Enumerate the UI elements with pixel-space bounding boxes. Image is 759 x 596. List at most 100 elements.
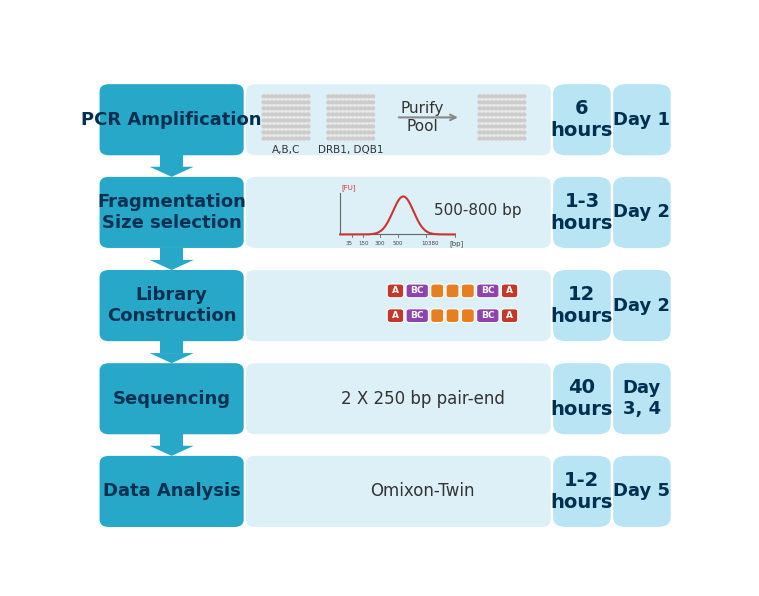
Circle shape xyxy=(335,131,339,134)
Circle shape xyxy=(347,125,351,128)
Text: Sequencing: Sequencing xyxy=(112,390,231,408)
Circle shape xyxy=(490,119,493,122)
Text: BC: BC xyxy=(481,311,495,320)
Circle shape xyxy=(343,131,347,134)
Circle shape xyxy=(502,95,505,98)
Circle shape xyxy=(339,125,342,128)
Circle shape xyxy=(331,95,335,98)
Circle shape xyxy=(486,137,490,140)
FancyBboxPatch shape xyxy=(431,309,444,322)
Circle shape xyxy=(494,137,498,140)
Circle shape xyxy=(335,113,339,116)
FancyBboxPatch shape xyxy=(446,309,459,322)
Circle shape xyxy=(335,101,339,104)
Text: Day 2: Day 2 xyxy=(613,297,670,315)
Circle shape xyxy=(502,131,505,134)
Circle shape xyxy=(327,107,330,110)
Text: 1-2
hours: 1-2 hours xyxy=(551,471,613,512)
Polygon shape xyxy=(160,156,183,167)
Circle shape xyxy=(498,125,502,128)
FancyBboxPatch shape xyxy=(99,84,244,156)
Circle shape xyxy=(359,137,363,140)
Circle shape xyxy=(515,107,518,110)
Circle shape xyxy=(490,95,493,98)
Circle shape xyxy=(279,125,282,128)
Circle shape xyxy=(282,113,286,116)
Circle shape xyxy=(307,137,310,140)
Text: Fragmentation
Size selection: Fragmentation Size selection xyxy=(97,193,246,232)
Circle shape xyxy=(262,107,266,110)
Circle shape xyxy=(262,119,266,122)
Circle shape xyxy=(282,131,286,134)
FancyBboxPatch shape xyxy=(99,363,244,434)
Text: DRB1, DQB1: DRB1, DQB1 xyxy=(318,145,383,154)
Circle shape xyxy=(327,119,330,122)
Circle shape xyxy=(363,113,367,116)
Circle shape xyxy=(482,125,486,128)
Circle shape xyxy=(482,107,486,110)
Polygon shape xyxy=(150,260,194,270)
Circle shape xyxy=(515,119,518,122)
Circle shape xyxy=(347,119,351,122)
Circle shape xyxy=(522,107,526,110)
Circle shape xyxy=(506,113,510,116)
Circle shape xyxy=(498,113,502,116)
Circle shape xyxy=(339,131,342,134)
Circle shape xyxy=(506,119,510,122)
Circle shape xyxy=(522,95,526,98)
Text: A: A xyxy=(506,287,513,296)
Text: [FU]: [FU] xyxy=(342,184,356,191)
Circle shape xyxy=(371,137,375,140)
Circle shape xyxy=(307,113,310,116)
Circle shape xyxy=(290,131,294,134)
FancyBboxPatch shape xyxy=(553,84,611,156)
Circle shape xyxy=(494,95,498,98)
Circle shape xyxy=(522,131,526,134)
Circle shape xyxy=(274,101,278,104)
Circle shape xyxy=(290,137,294,140)
Text: A,B,C: A,B,C xyxy=(272,145,301,154)
Circle shape xyxy=(262,125,266,128)
Circle shape xyxy=(355,113,358,116)
Circle shape xyxy=(339,107,342,110)
Circle shape xyxy=(506,137,510,140)
Text: 10380: 10380 xyxy=(421,241,439,246)
Circle shape xyxy=(490,101,493,104)
Circle shape xyxy=(510,119,514,122)
Circle shape xyxy=(506,131,510,134)
Circle shape xyxy=(343,95,347,98)
FancyBboxPatch shape xyxy=(477,284,499,298)
FancyBboxPatch shape xyxy=(246,84,551,156)
Circle shape xyxy=(363,137,367,140)
Circle shape xyxy=(498,95,502,98)
Circle shape xyxy=(351,119,354,122)
Circle shape xyxy=(359,113,363,116)
Circle shape xyxy=(327,95,330,98)
Polygon shape xyxy=(150,167,194,177)
Circle shape xyxy=(282,101,286,104)
Circle shape xyxy=(355,119,358,122)
Circle shape xyxy=(482,119,486,122)
Circle shape xyxy=(506,95,510,98)
Circle shape xyxy=(298,113,302,116)
FancyBboxPatch shape xyxy=(502,309,518,322)
Circle shape xyxy=(522,119,526,122)
Circle shape xyxy=(359,131,363,134)
Circle shape xyxy=(286,137,290,140)
Circle shape xyxy=(494,113,498,116)
Text: 1-3
hours: 1-3 hours xyxy=(551,192,613,233)
Circle shape xyxy=(486,119,490,122)
Circle shape xyxy=(335,137,339,140)
Circle shape xyxy=(307,101,310,104)
Circle shape xyxy=(347,131,351,134)
FancyBboxPatch shape xyxy=(477,309,499,322)
Circle shape xyxy=(274,125,278,128)
Circle shape xyxy=(478,95,481,98)
Circle shape xyxy=(490,113,493,116)
Circle shape xyxy=(307,95,310,98)
Circle shape xyxy=(515,113,518,116)
Circle shape xyxy=(515,131,518,134)
Text: A: A xyxy=(506,311,513,320)
FancyBboxPatch shape xyxy=(553,177,611,248)
Circle shape xyxy=(367,101,370,104)
